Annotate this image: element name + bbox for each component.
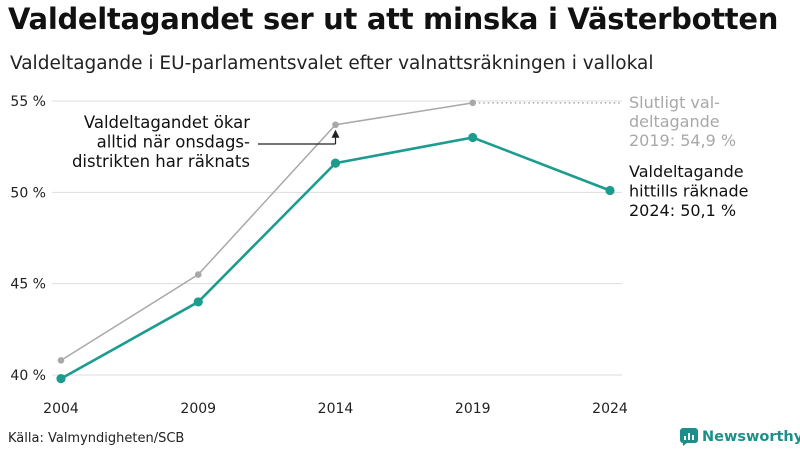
annotation-text: Valdeltagandet ökar (84, 113, 250, 132)
y-tick-label: 55 % (10, 94, 46, 110)
final-series-label: 2019: 54,9 % (629, 131, 736, 150)
final-series-point (469, 99, 477, 107)
newsworthy-logo: Newsworthy (680, 428, 800, 446)
final-series-point (194, 271, 202, 278)
annotation-text: distrikten har räknats (72, 152, 250, 171)
x-tick-label: 2019 (455, 401, 491, 417)
final-series-label: Slutligt val- (629, 93, 720, 112)
x-tick-label: 2024 (592, 401, 628, 417)
current-series-label: Valdeltagande (629, 162, 744, 181)
bar-chart-icon (680, 428, 698, 446)
current-series-point (56, 374, 66, 384)
y-tick-label: 40 % (10, 368, 46, 384)
y-tick-label: 50 % (10, 185, 46, 201)
annotation-arrowhead (331, 129, 340, 138)
x-tick-label: 2004 (43, 401, 79, 417)
chart-subtitle: Valdeltagande i EU-parlamentsvalet efter… (10, 53, 654, 74)
current-series-point (468, 132, 478, 143)
y-tick-label: 45 % (10, 277, 46, 293)
current-series-point (193, 297, 203, 307)
final-series-point (332, 121, 339, 129)
current-series-label: 2024: 50,1 % (629, 201, 736, 220)
final-series-label: deltagande (629, 112, 720, 131)
current-series-line (59, 136, 612, 380)
final-series-point (57, 357, 65, 364)
current-series-label: hittills räknade (629, 182, 748, 201)
current-series-point (605, 185, 615, 196)
x-tick-label: 2009 (180, 401, 216, 417)
x-tick-label: 2014 (318, 401, 354, 417)
source-note: Källa: Valmyndigheten/SCB (8, 431, 185, 446)
brand-name: Newsworthy (702, 429, 800, 445)
annotation-text: alltid när onsdags- (97, 133, 250, 152)
current-series-point (330, 158, 341, 168)
chart-title: Valdeltagandet ser ut att minska i Väste… (8, 2, 779, 36)
final-series-line (60, 102, 474, 362)
